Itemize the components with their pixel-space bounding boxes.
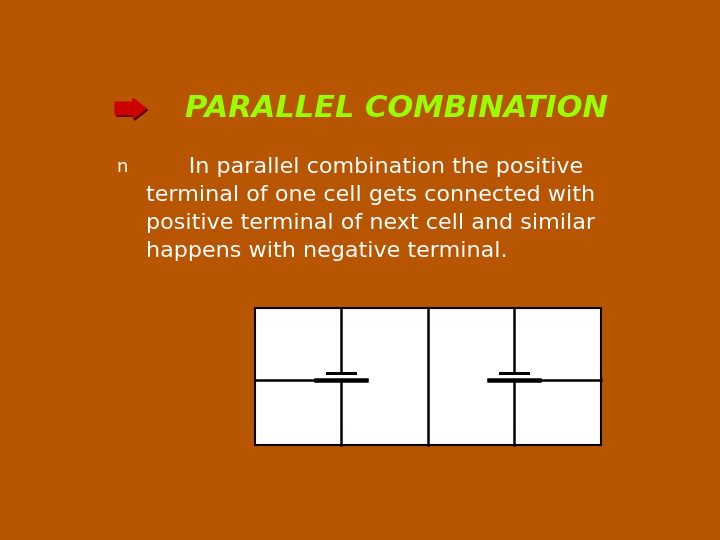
Text: n: n [117, 158, 128, 176]
Text: terminal of one cell gets connected with: terminal of one cell gets connected with [145, 185, 595, 205]
Text: happens with negative terminal.: happens with negative terminal. [145, 241, 508, 261]
Text: In parallel combination the positive: In parallel combination the positive [145, 157, 583, 177]
Text: PARALLEL COMBINATION: PARALLEL COMBINATION [186, 94, 608, 123]
Text: positive terminal of next cell and similar: positive terminal of next cell and simil… [145, 213, 595, 233]
FancyArrow shape [117, 100, 148, 120]
FancyArrow shape [115, 98, 145, 118]
Bar [255, 308, 600, 445]
